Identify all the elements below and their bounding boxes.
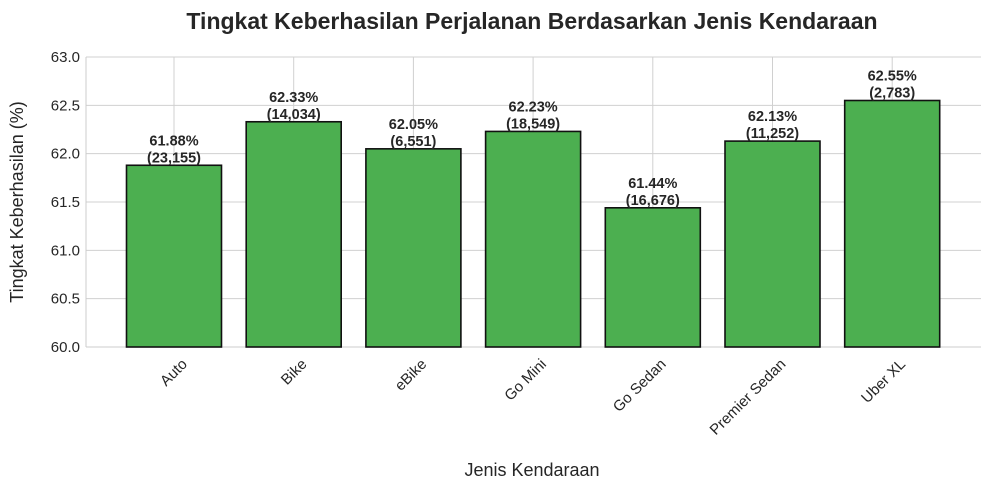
y-tick-label: 62.0 xyxy=(51,146,80,163)
x-tick-label: Go Sedan xyxy=(610,356,670,416)
chart-title: Tingkat Keberhasilan Perjalanan Berdasar… xyxy=(186,8,877,34)
x-tick-label: Go Mini xyxy=(501,356,550,405)
bar-ebike xyxy=(365,148,462,348)
data-label-count: (23,155) xyxy=(147,150,201,166)
data-labels: 61.88%(23,155) 62.33%(14,034) 62.05%(6,551… xyxy=(147,69,917,209)
data-label-percent: 61.44% xyxy=(628,176,677,192)
bar-auto xyxy=(125,164,223,348)
y-tick-label: 63.0 xyxy=(51,49,80,66)
data-label-percent: 62.05% xyxy=(389,117,438,133)
x-tick-label: Uber XL xyxy=(858,356,909,407)
bar-uber-xl xyxy=(843,99,941,348)
bar-go-mini xyxy=(484,130,582,348)
y-tick-label: 60.5 xyxy=(51,291,80,308)
data-label-percent: 61.88% xyxy=(149,133,198,149)
y-tick-label: 62.5 xyxy=(51,97,80,114)
y-axis-label: Tingkat Keberhasilan (%) xyxy=(7,101,27,302)
data-label-count: (6,551) xyxy=(390,134,436,150)
data-label-count: (14,034) xyxy=(267,107,321,123)
bar-go-sedan xyxy=(604,207,702,348)
data-label-count: (11,252) xyxy=(746,126,799,142)
data-label-percent: 62.23% xyxy=(509,99,558,115)
x-tick-label: Auto xyxy=(157,356,191,390)
x-tick-label: eBike xyxy=(392,356,431,395)
y-tick-label: 61.5 xyxy=(51,194,80,211)
y-axis-ticks: 60.0 60.5 61.0 61.5 62.0 62.5 63.0 xyxy=(51,49,80,356)
data-label-count: (16,676) xyxy=(626,193,680,209)
y-tick-label: 61.0 xyxy=(51,242,80,259)
data-label-count: (2,783) xyxy=(869,86,915,102)
bars xyxy=(125,99,941,348)
bar-bike xyxy=(245,120,342,348)
x-tick-label: Bike xyxy=(278,356,311,389)
data-label-percent: 62.33% xyxy=(269,90,318,106)
x-axis-ticks: Auto Bike eBike Go Mini Go Sedan Premier Seda… xyxy=(157,356,909,439)
bar-premier-sedan xyxy=(724,140,821,348)
y-tick-label: 60.0 xyxy=(51,339,80,356)
x-axis-label: Jenis Kendaraan xyxy=(464,460,599,480)
data-label-count: (18,549) xyxy=(506,116,560,132)
x-tick-label: Premier Sedan xyxy=(707,356,790,439)
data-label-percent: 62.55% xyxy=(868,69,917,85)
data-label-percent: 62.13% xyxy=(748,109,797,125)
